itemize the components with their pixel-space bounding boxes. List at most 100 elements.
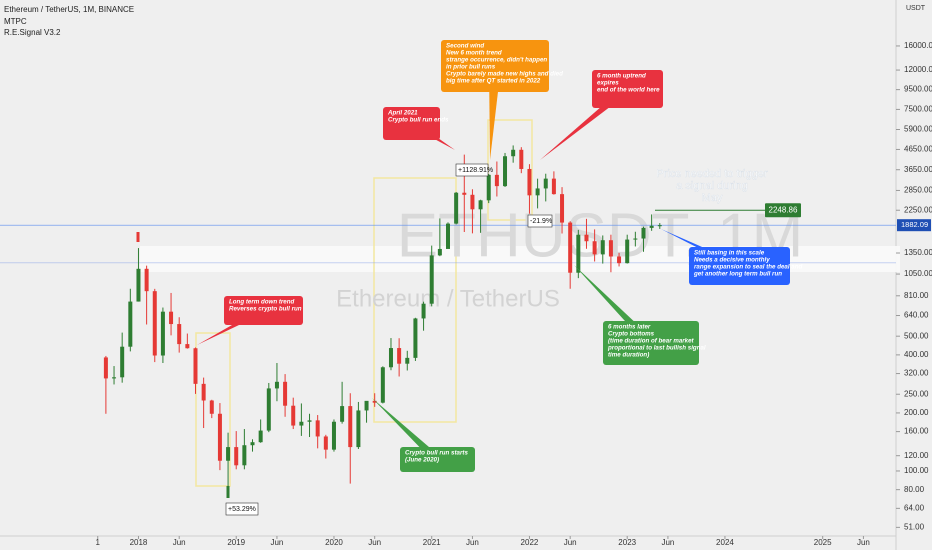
x-tick-label: Jun <box>857 538 870 547</box>
percent-box <box>527 214 553 228</box>
last-price-label: 1882.09 <box>901 220 928 229</box>
y-tick-label: 810.00 <box>904 291 929 300</box>
candle-body <box>242 445 247 466</box>
candle-body <box>315 420 320 437</box>
candle-body <box>519 149 524 169</box>
candle-body <box>421 303 426 319</box>
callout-text: Needs a decisive monthly <box>694 257 770 264</box>
candle-body <box>201 383 206 401</box>
candle-body <box>193 348 198 384</box>
y-tick-label: 640.00 <box>904 311 929 320</box>
x-tick-label: 2018 <box>130 538 148 547</box>
callout-text: proportional to last bullish signal <box>607 345 706 352</box>
candle-body <box>446 223 450 249</box>
candle-body <box>568 222 573 273</box>
candle-body <box>144 268 149 292</box>
x-tick-label: 2025 <box>814 538 832 547</box>
callout-text: Still basing in this scale <box>694 250 765 257</box>
candle-body <box>250 442 255 446</box>
y-tick-label: 500.00 <box>904 331 929 340</box>
candle-body <box>120 346 125 378</box>
x-tick-label: Jun <box>368 538 381 547</box>
x-tick-label: 2021 <box>423 538 441 547</box>
trigger-label: 2248.86 <box>769 205 798 214</box>
candle-body <box>413 318 418 358</box>
x-tick-label: Jun <box>173 538 186 547</box>
x-tick-label: 2023 <box>618 538 636 547</box>
callout-text: Crypto barely made new highs and died <box>446 71 563 78</box>
callout-text: Second wind <box>446 43 484 50</box>
candle-body <box>128 301 133 347</box>
callout <box>400 447 475 472</box>
candle-body <box>356 410 361 448</box>
candle-body <box>266 388 271 431</box>
candle-body <box>592 241 597 255</box>
percent-box <box>225 502 259 516</box>
y-tick-label: 200.00 <box>904 408 929 417</box>
y-tick-label: 3650.00 <box>904 165 932 174</box>
candle-body <box>152 291 157 356</box>
callout-text: end of the world here <box>597 87 660 94</box>
candle-body <box>323 436 328 450</box>
candle-body <box>340 406 345 422</box>
y-tick-label: 7500.00 <box>904 105 932 114</box>
callout-pointer <box>372 398 444 460</box>
x-tick-label: Jun <box>564 538 577 547</box>
candle-body <box>331 421 336 450</box>
candle-body <box>234 447 239 466</box>
y-tick-label: 160.00 <box>904 427 929 436</box>
candle-body <box>486 174 491 201</box>
trigger-note: May <box>702 192 723 204</box>
callout-text: Long term down trend <box>229 299 295 306</box>
callout <box>592 70 663 108</box>
candle-body <box>641 227 646 239</box>
candle-body <box>617 256 622 264</box>
percent-label: -21.9% <box>530 218 552 225</box>
candle-body <box>177 324 182 345</box>
callout-text: (time duration of bear market <box>608 338 695 345</box>
y-tick-label: 120.00 <box>904 451 929 460</box>
y-tick-label: 2250.00 <box>904 205 932 214</box>
x-tick-label: Jun <box>661 538 674 547</box>
x-tick-label: 2024 <box>716 538 734 547</box>
x-tick-label: 2020 <box>325 538 343 547</box>
indicator-name: R.E.Signal V3.2 <box>4 28 61 37</box>
callout-text: April 2021 <box>387 110 418 117</box>
y-tick-label: 100.00 <box>904 466 929 475</box>
candle-body <box>600 240 605 255</box>
candle-body <box>380 367 385 403</box>
callout-text: 6 months later <box>608 324 651 331</box>
callout-text: range expansion to seal the deal and <box>694 264 803 271</box>
callout-text: Reverses crypto bull run <box>229 306 302 313</box>
y-tick-label: 1350.00 <box>904 248 932 257</box>
x-tick-label: Jun <box>270 538 283 547</box>
y-tick-label: 9500.00 <box>904 85 932 94</box>
callout-text: Crypto bull run ends <box>388 117 449 124</box>
callout <box>224 296 303 325</box>
callout-text: strange occurrence, didn't happen <box>446 57 547 64</box>
candle-body <box>535 188 540 196</box>
last-price-tag <box>897 219 931 232</box>
callout-text: get another long term bull run <box>693 271 782 278</box>
callout-text: Crypto bull run starts <box>405 450 468 457</box>
candle-body <box>291 405 296 426</box>
trigger-note: a signal during <box>676 180 748 192</box>
callout <box>383 107 440 140</box>
candle-body <box>136 268 141 302</box>
percent-label: +1128.91% <box>458 167 493 174</box>
watermark-sub: Ethereum / TetherUS <box>336 285 560 312</box>
signal-box <box>373 177 457 423</box>
candle-body <box>283 381 288 406</box>
y-tick-label: 2850.00 <box>904 186 932 195</box>
candle-body <box>657 225 662 227</box>
callout <box>603 321 699 365</box>
y-tick-label: 80.00 <box>904 485 925 494</box>
callout-text: expires <box>597 80 619 87</box>
y-tick-label: 4650.00 <box>904 145 932 154</box>
candle-body <box>160 311 165 356</box>
x-tick-label: Jun <box>466 538 479 547</box>
candle-body <box>584 234 589 242</box>
candle-body <box>299 421 304 426</box>
candle-body <box>543 178 548 189</box>
